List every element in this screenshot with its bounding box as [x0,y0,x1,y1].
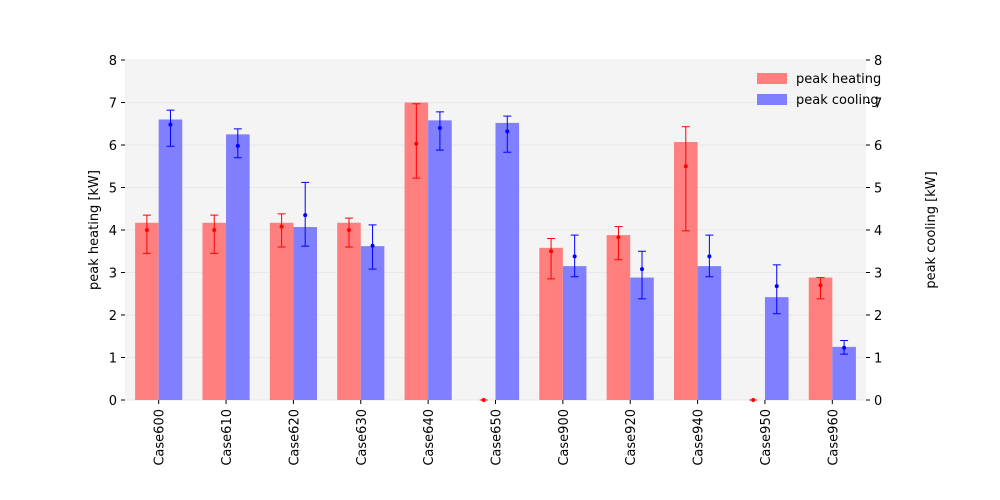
point-peak-cooling [168,122,173,127]
point-peak-cooling [437,126,442,130]
x-tick-label: Case610 [220,409,235,466]
point-peak-heating [144,228,149,232]
bar-peak-cooling [832,346,856,400]
bar-peak-heating [808,277,833,400]
y2-tick-label: 4 [874,224,882,239]
legend: peak heating peak cooling [757,72,881,108]
point-peak-heating [616,235,621,240]
y2-tick-label: 6 [874,139,882,154]
point-peak-cooling [640,267,645,272]
bar-peak-heating [135,222,159,400]
y2-tick-label: 2 [874,309,882,324]
point-peak-cooling [505,129,510,134]
y-tick-label: 7 [109,97,117,112]
point-peak-heating [549,249,554,254]
point-peak-cooling [774,284,779,289]
x-tick-label: Case640 [422,409,437,466]
point-peak-heating [346,228,351,232]
x-tick-label: Case600 [153,409,168,466]
point-peak-heating [279,224,284,229]
bar-peak-cooling [495,122,520,401]
bar-peak-heating [337,222,361,400]
point-peak-heating [212,228,217,232]
x-tick-label: Case650 [490,409,505,466]
bars [135,102,856,401]
y-tick-label: 5 [109,182,117,197]
y2-tick-label: 8 [874,54,882,69]
x-tick-label: Case920 [624,409,639,466]
legend-label-heating: peak heating [796,72,881,87]
bar-peak-cooling [630,277,654,400]
y-tick-label: 1 [109,352,117,367]
error-bars [142,103,849,402]
y-tick-label: 0 [109,394,117,409]
y-tick-label: 2 [109,309,117,324]
x-tick-label: Case900 [557,409,572,466]
x-tick-label: Case960 [826,409,841,466]
point-peak-heating [683,164,688,169]
point-peak-heating [818,283,823,288]
point-peak-heating [751,398,756,402]
x-tick-label: Case950 [759,409,774,466]
bar-peak-cooling [764,297,789,400]
y-tick-label: 8 [109,54,117,69]
bar-peak-cooling [428,120,452,400]
bar-peak-heating [606,235,631,400]
y2-tick-label: 3 [874,267,882,282]
legend-label-cooling: peak cooling [796,93,879,108]
y-tick-label: 4 [109,224,117,239]
point-peak-cooling [303,213,308,218]
y2-tick-label: 5 [874,182,882,197]
bar-peak-cooling [158,119,183,400]
right-y-axis: 0 1 2 3 4 5 6 7 8 [866,54,882,409]
y2-tick-label: 0 [874,394,882,409]
point-peak-cooling [370,243,375,248]
point-peak-heating [481,398,486,402]
x-tick-label: Case630 [355,409,370,466]
legend-swatch-heating [757,73,787,84]
x-axis: Case600 Case610 Case620 Case630 Case640 Case6… [153,400,841,466]
bar-peak-heating [404,102,429,400]
bar-peak-cooling [562,266,587,400]
bar-peak-heating [674,142,698,400]
y2-tick-label: 1 [874,352,882,367]
bar-peak-heating [202,222,227,400]
x-tick-label: Case940 [692,409,707,466]
point-peak-cooling [572,254,577,259]
bar-peak-cooling [226,134,250,400]
left-y-axis: 0 1 2 3 4 5 6 7 8 [109,54,125,409]
point-peak-cooling [842,345,847,350]
bar-peak-heating [539,247,563,400]
point-peak-cooling [235,143,240,148]
x-tick-label: Case620 [287,409,302,466]
point-peak-cooling [707,254,712,259]
bar-peak-heating [269,222,294,400]
y-axis-label: peak heating [kW] [87,170,102,290]
bar-peak-cooling [360,246,385,400]
y2-axis-label: peak cooling [kW] [924,171,939,288]
y-tick-label: 6 [109,139,117,154]
legend-swatch-cooling [757,94,787,105]
bar-peak-cooling [697,266,722,400]
y2-tick-label: 7 [874,97,882,112]
y-tick-label: 3 [109,267,117,282]
point-peak-heating [414,141,419,146]
bar-peak-cooling [293,227,317,400]
